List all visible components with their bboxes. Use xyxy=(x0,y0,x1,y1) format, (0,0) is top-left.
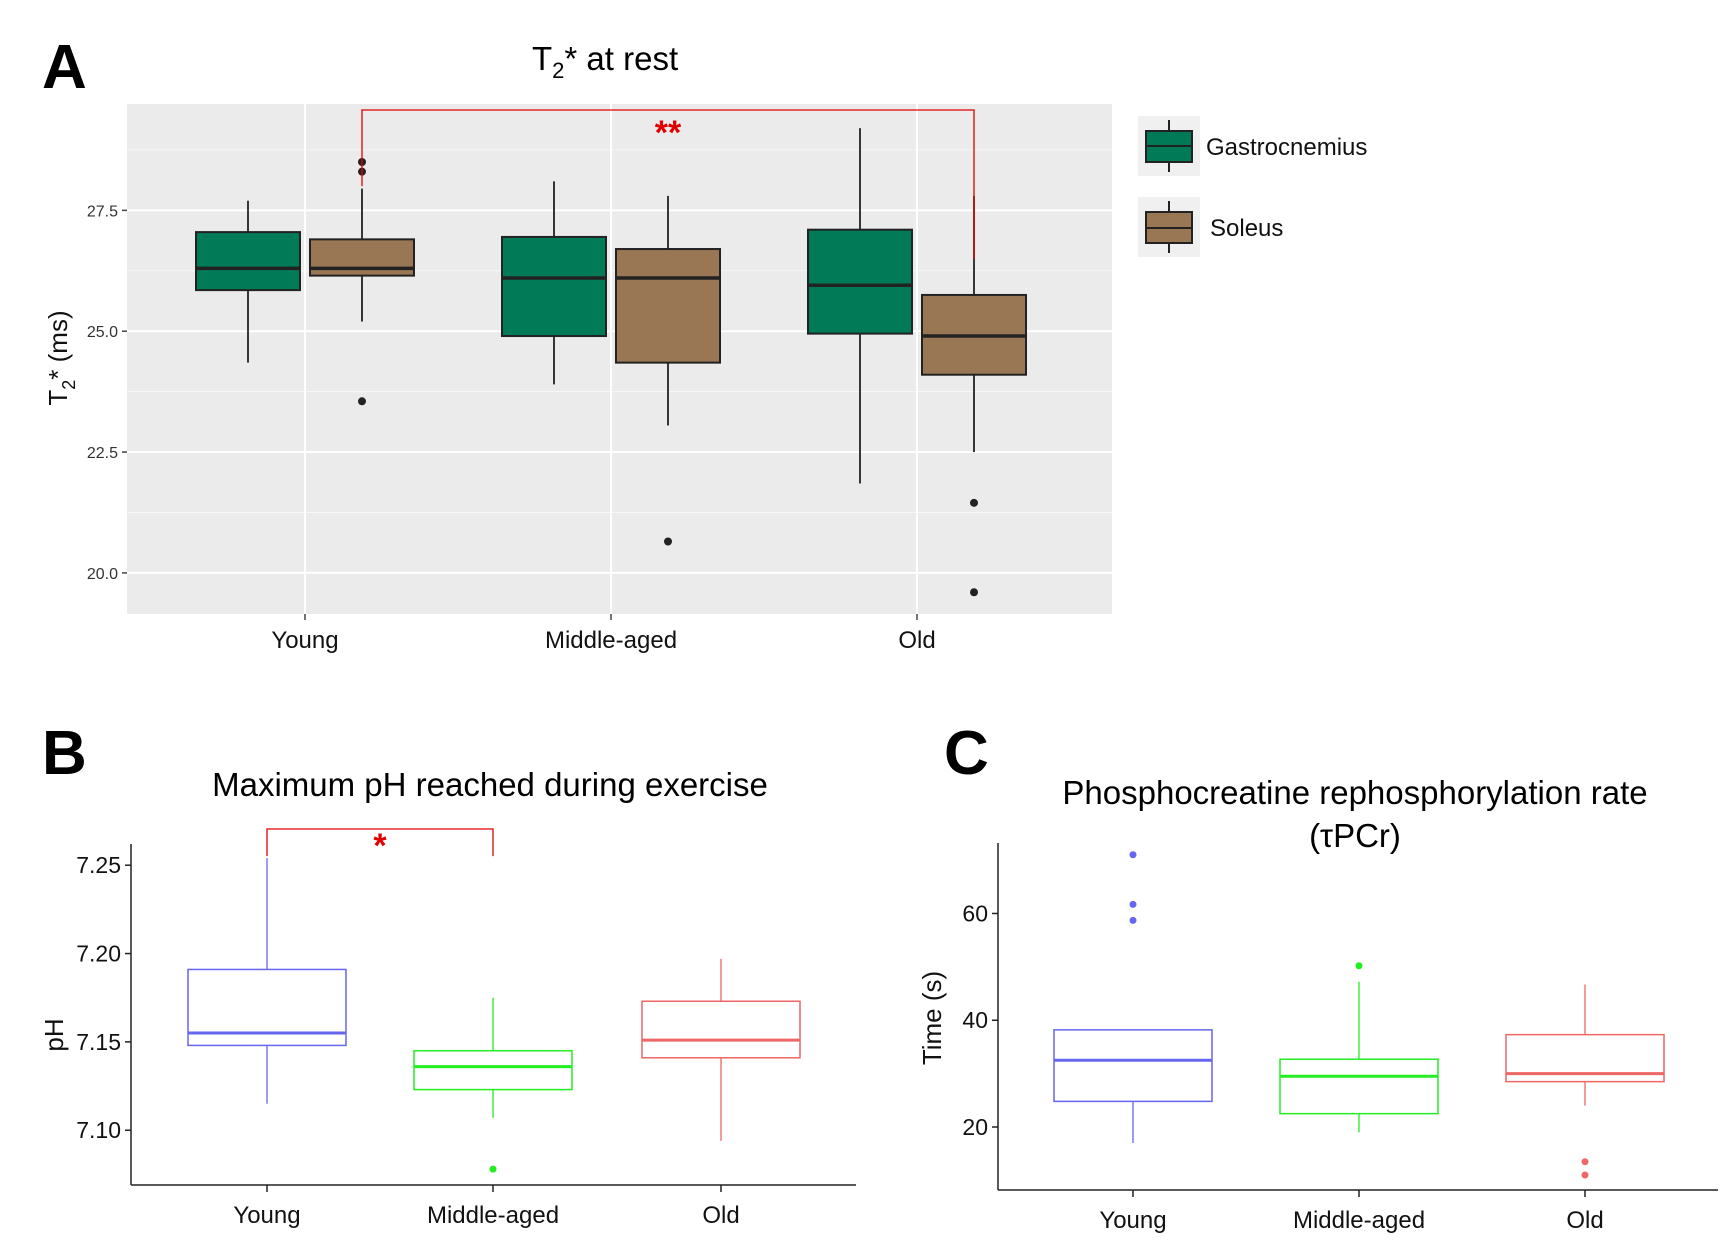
outlier-point xyxy=(1129,916,1137,924)
legend-item-gastrocnemius: Gastrocnemius xyxy=(1138,116,1367,176)
y-axis-b: 7.10 7.15 7.20 7.25 xyxy=(76,852,131,1143)
box-body xyxy=(1053,1029,1213,1103)
y-axis-title-a: T2* (ms) xyxy=(43,310,79,405)
box-body xyxy=(807,228,913,335)
y-axis-c: 20 40 60 xyxy=(962,900,998,1140)
box-middle-aged xyxy=(413,997,573,1173)
panel-letter-a: A xyxy=(42,33,87,102)
y-axis-title-c: Time (s) xyxy=(917,971,947,1065)
y-tick-label: 7.15 xyxy=(76,1029,121,1055)
x-tick-label-old: Old xyxy=(702,1202,739,1229)
box-body xyxy=(195,231,301,292)
boxes-a xyxy=(195,128,1027,597)
box-body xyxy=(501,235,607,338)
boxes-b xyxy=(187,858,801,1173)
x-tick-label-middle-aged: Middle-aged xyxy=(1293,1207,1425,1234)
box-body xyxy=(1505,1033,1665,1083)
panel-letter-c: C xyxy=(944,719,989,788)
chart-title-c-line2: (τPCr) xyxy=(1309,817,1401,854)
box-young xyxy=(1053,851,1213,1144)
y-tick-label: 7.25 xyxy=(76,852,121,878)
significance-label-a: ** xyxy=(655,114,682,152)
y-axis-a: 20.0 22.5 25.0 27.5 xyxy=(87,203,127,583)
box-soleus-middle-aged xyxy=(615,195,721,546)
legend-label-gastrocnemius: Gastrocnemius xyxy=(1206,134,1367,161)
outlier-point xyxy=(970,498,978,507)
legend-a: Gastrocnemius Soleus xyxy=(1138,116,1367,257)
x-axis-a: Young Middle-aged Old xyxy=(271,614,936,654)
outlier-point xyxy=(489,1165,497,1173)
significance-bracket-b: * xyxy=(266,827,494,865)
box-body xyxy=(413,1049,573,1091)
chart-title-c: Phosphocreatine rephosphorylation rate xyxy=(1062,774,1647,811)
outlier-point xyxy=(970,588,978,597)
box-body xyxy=(309,238,415,277)
outlier-point xyxy=(1581,1171,1589,1179)
box-body xyxy=(187,968,347,1047)
significance-line-a xyxy=(361,109,975,259)
panel-a: A T2* at rest 20.0 22.5 25.0 27.5 Young Midd… xyxy=(42,33,1367,654)
box-gastrocnemius-old xyxy=(807,128,913,484)
significance-label-b: * xyxy=(373,827,387,865)
box-body xyxy=(641,1000,801,1059)
x-axis-c: Young Middle-aged Old xyxy=(1099,1190,1604,1234)
y-tick-label: 27.5 xyxy=(87,203,118,220)
legend-item-soleus: Soleus xyxy=(1138,197,1283,257)
y-tick-label: 20 xyxy=(962,1114,988,1140)
chart-title-a: T2* at rest xyxy=(532,40,678,83)
significance-bracket-a: ** xyxy=(361,109,975,259)
y-tick-label: 7.20 xyxy=(76,941,121,967)
outlier-point xyxy=(1581,1158,1589,1166)
y-tick-label: 7.10 xyxy=(76,1117,121,1143)
outlier-point xyxy=(1129,851,1137,859)
panel-c: C Phosphocreatine rephosphorylation rate… xyxy=(917,719,1718,1234)
panel-letter-b: B xyxy=(42,719,87,788)
box-gastrocnemius-young xyxy=(195,200,301,363)
boxes-c xyxy=(1053,851,1665,1179)
x-tick-label-old: Old xyxy=(1566,1207,1603,1234)
box-body xyxy=(1279,1058,1439,1115)
box-young xyxy=(187,858,347,1104)
outlier-point xyxy=(1129,900,1137,908)
x-axis-b: Young Middle-aged Old xyxy=(233,1185,740,1229)
x-tick-label-middle-aged: Middle-aged xyxy=(427,1202,559,1229)
x-tick-label-young: Young xyxy=(1099,1207,1166,1234)
y-tick-label: 25.0 xyxy=(87,324,118,341)
panel-b: B Maximum pH reached during exercise 7.1… xyxy=(39,719,856,1229)
x-tick-label-old: Old xyxy=(898,627,935,654)
x-tick-label-young: Young xyxy=(271,627,338,654)
y-axis-title-b: pH xyxy=(39,1018,69,1051)
box-soleus-old xyxy=(921,195,1027,597)
box-middle-aged xyxy=(1279,962,1439,1133)
x-tick-label-young: Young xyxy=(233,1202,300,1229)
y-tick-label: 60 xyxy=(962,900,988,926)
box-body xyxy=(615,248,721,364)
box-old xyxy=(641,958,801,1141)
x-tick-label-middle-aged: Middle-aged xyxy=(545,627,677,654)
y-tick-label: 20.0 xyxy=(87,566,118,583)
box-soleus-young xyxy=(309,158,415,406)
outlier-point xyxy=(358,397,366,406)
y-tick-label: 40 xyxy=(962,1007,988,1033)
outlier-point xyxy=(1355,962,1363,970)
significance-line-b xyxy=(266,828,494,857)
y-tick-label: 22.5 xyxy=(87,445,118,462)
outlier-point xyxy=(664,537,672,546)
box-old xyxy=(1505,984,1665,1179)
box-gastrocnemius-middle-aged xyxy=(501,181,607,385)
legend-label-soleus: Soleus xyxy=(1210,215,1283,242)
chart-title-b: Maximum pH reached during exercise xyxy=(212,766,768,803)
